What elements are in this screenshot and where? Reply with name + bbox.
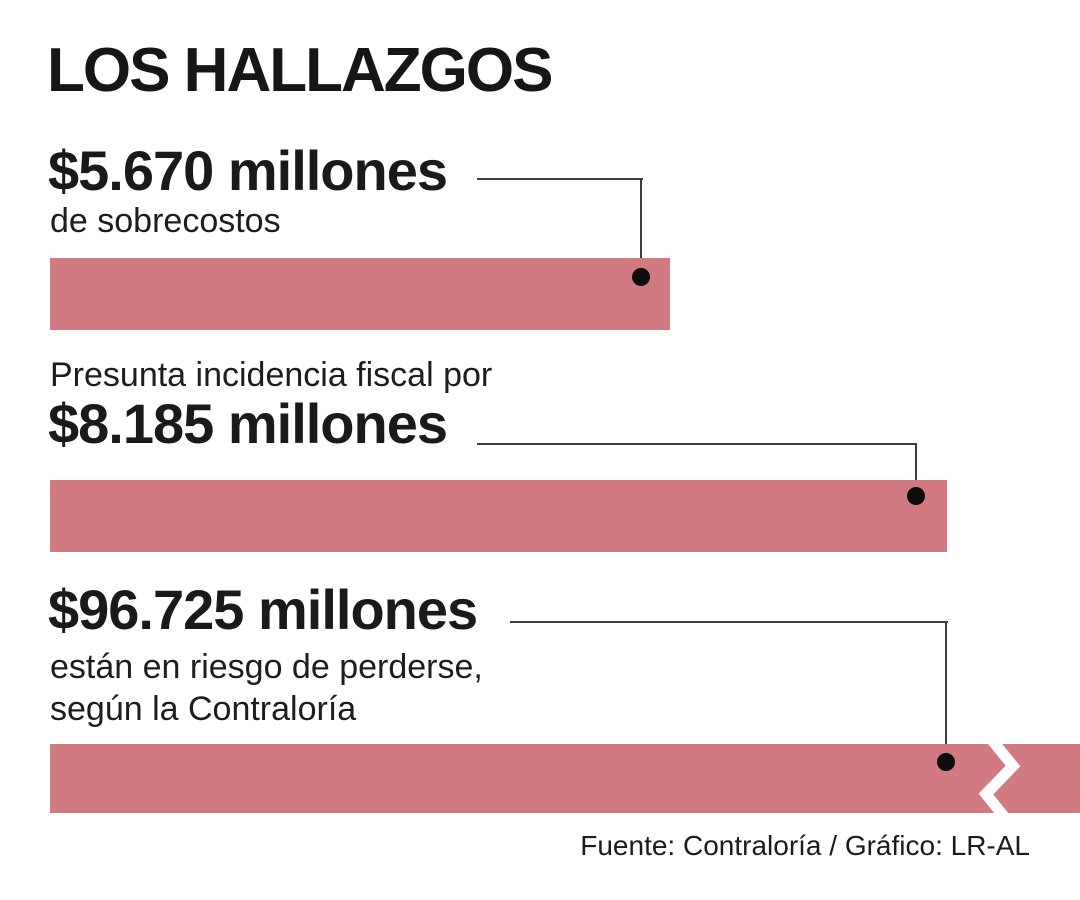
bar-riesgo xyxy=(50,744,1080,813)
leader-line-2-horizontal xyxy=(477,443,917,445)
leader-line-1-vertical xyxy=(640,178,642,278)
callout-dot-3 xyxy=(937,753,955,771)
leader-line-3-horizontal xyxy=(510,621,948,623)
leader-line-2-vertical xyxy=(915,443,917,496)
callout-dot-2 xyxy=(907,487,925,505)
value-label-incidencia-fiscal: $8.185 millones xyxy=(48,392,448,455)
caption-incidencia-fiscal: Presunta incidencia fiscal por xyxy=(50,356,493,394)
value-label-riesgo: $96.725 millones xyxy=(48,578,478,641)
leader-line-3-vertical xyxy=(945,621,947,762)
callout-dot-1 xyxy=(632,268,650,286)
caption-riesgo-line2: según la Contraloría xyxy=(50,690,357,728)
bar-sobrecostos xyxy=(50,258,670,330)
source-credit: Fuente: Contraloría / Gráfico: LR-AL xyxy=(580,830,1030,861)
chart-title: LOS HALLAZGOS xyxy=(47,36,553,105)
bar-incidencia-fiscal xyxy=(50,480,947,552)
caption-sobrecostos: de sobrecostos xyxy=(50,202,281,240)
caption-riesgo-line1: están en riesgo de perderse, xyxy=(50,648,483,686)
leader-line-1-horizontal xyxy=(477,178,643,180)
value-label-sobrecostos: $5.670 millones xyxy=(48,139,448,202)
